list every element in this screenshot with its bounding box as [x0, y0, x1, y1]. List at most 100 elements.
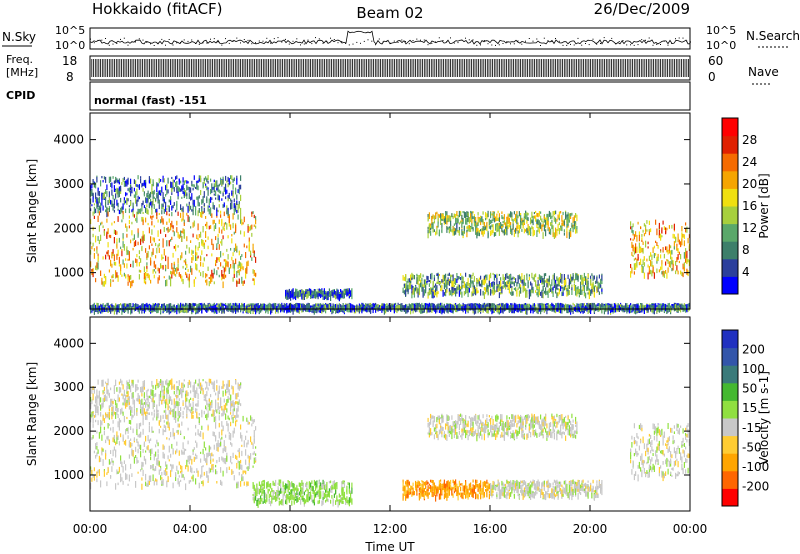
data-cell	[345, 304, 347, 308]
data-cell	[491, 224, 493, 228]
data-cell	[668, 249, 670, 254]
data-cell	[92, 268, 94, 273]
data-cell	[638, 242, 640, 249]
data-cell	[542, 292, 544, 299]
data-cell	[553, 210, 555, 215]
data-cell	[532, 215, 534, 222]
data-cell	[515, 278, 517, 283]
data-cell	[457, 214, 459, 219]
data-cell	[647, 246, 649, 249]
data-cell	[447, 306, 449, 314]
data-cell	[168, 303, 170, 310]
data-cell	[565, 215, 567, 220]
data-cell	[335, 294, 337, 300]
data-cell	[492, 303, 494, 308]
data-cell	[201, 200, 203, 205]
data-cell	[213, 306, 215, 314]
data-cell	[562, 292, 564, 296]
data-cell	[676, 246, 678, 251]
data-cell	[226, 223, 228, 230]
data-cell	[197, 201, 199, 207]
data-cell	[488, 274, 490, 280]
data-cell	[673, 223, 675, 230]
data-cell	[231, 234, 233, 237]
data-cell	[195, 303, 197, 306]
data-cell	[337, 289, 339, 295]
data-cell	[488, 224, 490, 229]
nsearch-dot	[532, 40, 534, 42]
data-cell	[412, 287, 414, 295]
data-cell	[470, 217, 472, 221]
data-cell	[556, 276, 558, 282]
data-cell	[290, 294, 292, 298]
data-cell	[516, 214, 518, 222]
nsearch-dot	[570, 43, 571, 45]
data-cell	[678, 239, 680, 245]
data-cell	[377, 304, 379, 308]
data-cell	[476, 227, 478, 235]
data-cell	[646, 258, 648, 262]
nsearch-dot	[180, 42, 181, 44]
data-cell	[141, 307, 143, 314]
data-cell	[160, 219, 162, 224]
data-cell	[382, 303, 384, 307]
data-cell	[450, 274, 452, 277]
data-cell	[101, 305, 103, 308]
data-cell	[653, 253, 655, 259]
data-cell	[102, 194, 104, 199]
data-cell	[452, 274, 454, 281]
data-cell	[246, 261, 248, 268]
data-cell	[92, 180, 94, 184]
data-cell	[426, 304, 428, 309]
data-cell	[102, 256, 104, 260]
data-cell	[523, 281, 525, 286]
data-cell	[528, 231, 530, 235]
data-cell	[176, 186, 178, 194]
data-cell	[157, 303, 159, 306]
data-cell	[315, 306, 317, 309]
data-cell	[452, 286, 454, 293]
data-cell	[110, 307, 112, 314]
data-cell	[192, 199, 194, 207]
data-cell	[222, 226, 224, 230]
data-cell	[533, 215, 535, 219]
data-cell	[173, 231, 175, 237]
data-cell	[255, 256, 257, 263]
data-cell	[100, 206, 102, 213]
data-cell	[670, 260, 672, 268]
data-cell	[541, 275, 543, 281]
nsearch-dot	[525, 40, 526, 42]
data-cell	[117, 188, 119, 195]
data-cell	[558, 228, 560, 235]
data-cell	[487, 306, 489, 313]
data-cell	[166, 208, 168, 211]
data-cell	[108, 191, 110, 198]
data-cell	[150, 191, 152, 198]
data-cell	[493, 232, 495, 237]
data-cell	[638, 248, 640, 254]
nsearch-dot	[450, 37, 451, 39]
data-cell	[677, 236, 679, 243]
data-cell	[342, 303, 344, 308]
data-cell	[192, 209, 194, 216]
data-cell	[443, 274, 445, 282]
data-cell	[665, 230, 667, 234]
data-cell	[131, 186, 133, 193]
data-cell	[247, 260, 249, 267]
data-cell	[535, 290, 537, 293]
data-cell	[215, 305, 217, 310]
data-cell	[436, 225, 438, 229]
data-cell	[280, 305, 282, 308]
data-cell	[170, 198, 172, 205]
data-cell	[206, 221, 208, 227]
data-cell	[155, 242, 157, 247]
data-cell	[230, 224, 232, 230]
data-cell	[507, 280, 509, 283]
data-cell	[577, 289, 579, 294]
data-cell	[240, 262, 242, 270]
data-cell	[243, 231, 245, 237]
data-cell	[441, 302, 443, 307]
data-cell	[175, 273, 177, 277]
data-cell	[518, 275, 520, 280]
data-cell	[542, 224, 544, 227]
